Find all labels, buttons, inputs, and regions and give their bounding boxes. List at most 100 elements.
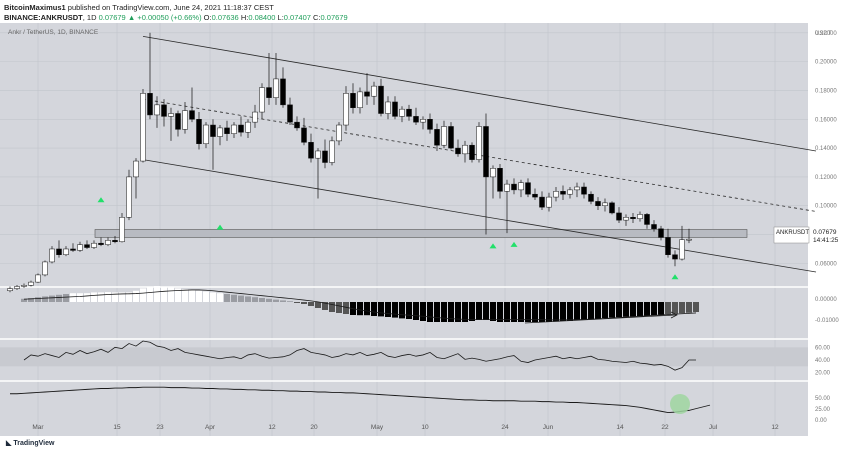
candle <box>658 225 664 241</box>
candle-body <box>126 176 132 218</box>
candle-body <box>14 286 20 289</box>
candle <box>91 240 97 249</box>
footer: ◣ TradingView <box>0 436 850 453</box>
candle <box>175 110 181 137</box>
candle-body <box>595 201 601 206</box>
candle <box>119 212 125 243</box>
macd-bar <box>385 302 391 317</box>
macd-bar <box>252 297 258 302</box>
candle <box>329 136 335 166</box>
macd-histogram <box>21 286 699 322</box>
candle <box>553 187 559 202</box>
candle <box>98 237 104 247</box>
macd-bar <box>413 302 419 320</box>
candle-body <box>420 119 426 123</box>
macd-bar <box>455 302 461 322</box>
symbol-label[interactable]: BINANCE:ANKRUSDT <box>4 13 83 22</box>
candle <box>462 140 468 163</box>
candle <box>511 178 517 195</box>
macd-bar <box>147 286 153 302</box>
green-arrow-icon <box>510 241 518 247</box>
macd-bar <box>273 299 279 302</box>
macd-bar <box>560 302 566 321</box>
macd-bar <box>364 302 370 316</box>
macd-bar <box>84 293 90 302</box>
candle-body <box>651 224 657 230</box>
oscillator-axis: 50.00 25.00 0.00 <box>815 396 831 424</box>
candle-body <box>182 110 188 130</box>
macd-bar <box>259 298 265 302</box>
macd-bar <box>308 302 314 306</box>
candle-body <box>455 147 461 155</box>
candle-body <box>301 127 307 143</box>
macd-bar <box>469 302 475 321</box>
candle <box>245 119 251 138</box>
candle <box>343 86 349 131</box>
low-value: 0.07407 <box>283 13 311 22</box>
candle <box>448 122 454 150</box>
candle-body <box>336 124 342 142</box>
candle <box>455 139 461 157</box>
candle-body <box>91 242 97 248</box>
candle-body <box>21 285 27 287</box>
macd-bar <box>301 302 307 304</box>
candle <box>105 237 111 247</box>
price-tick-label: 0.18000 <box>815 88 837 94</box>
candle-body <box>378 85 384 114</box>
candles[interactable] <box>7 32 692 293</box>
candle <box>497 163 503 199</box>
macd-axis: 0.00000 -0.01000 <box>815 297 839 324</box>
candle <box>56 240 62 258</box>
candle <box>140 89 146 163</box>
candle <box>399 106 405 123</box>
candle-body <box>343 93 349 126</box>
macd-bar <box>105 292 111 302</box>
price-tick-label: 0.10000 <box>815 204 837 210</box>
candle-body <box>154 104 160 116</box>
tradingview-logo[interactable]: ◣ TradingView <box>6 439 54 447</box>
candle <box>623 214 629 226</box>
candle <box>147 32 153 120</box>
candle-body <box>252 111 258 123</box>
candle <box>70 243 76 252</box>
candle-body <box>196 119 202 145</box>
close-label: C: <box>313 13 321 22</box>
candle-body <box>574 186 580 191</box>
macd-bar <box>525 302 531 322</box>
macd-bar <box>343 302 349 314</box>
rsi-line <box>23 340 696 371</box>
channel-lower-line <box>142 159 817 273</box>
candle <box>168 107 174 141</box>
macd-bar <box>196 290 202 302</box>
candle <box>357 87 363 114</box>
macd-bar <box>546 302 552 322</box>
macd-bar <box>476 302 482 320</box>
candle <box>420 116 426 130</box>
support-zone <box>94 229 748 238</box>
oscillator-line <box>10 386 711 414</box>
macd-bar <box>399 302 405 319</box>
candle <box>196 112 202 150</box>
candle <box>273 52 279 105</box>
candle-body <box>308 142 314 159</box>
macd-bar <box>504 302 510 322</box>
candle <box>434 123 440 151</box>
macd-bar <box>637 302 643 316</box>
publisher-name[interactable]: BitcoinMaximus1 <box>4 3 66 12</box>
candle <box>350 83 356 114</box>
oscillator-tick-label: 0.00 <box>815 418 827 424</box>
macd-bar <box>672 302 678 314</box>
candle-body <box>385 101 391 114</box>
macd-bar <box>588 302 594 320</box>
macd-bar <box>168 287 174 302</box>
macd-bar <box>434 302 440 322</box>
candle-body <box>497 168 503 192</box>
macd-bar <box>553 302 559 322</box>
candle <box>301 117 307 146</box>
macd-bar <box>175 288 181 302</box>
macd-signal-line <box>23 289 697 321</box>
brand-name: TradingView <box>13 440 55 447</box>
candle <box>112 236 118 244</box>
macd-bar <box>266 298 272 302</box>
